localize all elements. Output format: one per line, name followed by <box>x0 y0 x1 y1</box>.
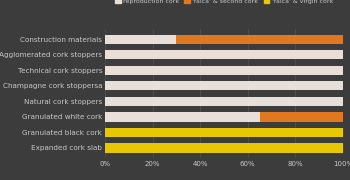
Bar <box>105 143 343 152</box>
Bar <box>105 97 343 106</box>
Bar <box>176 35 343 44</box>
Bar <box>105 81 343 91</box>
Bar <box>105 128 343 137</box>
Bar <box>105 112 260 122</box>
Bar <box>260 112 343 122</box>
Bar <box>105 66 343 75</box>
Legend: reproduction cork, 'falca' & second cork, 'falca' & virgin cork: reproduction cork, 'falca' & second cork… <box>113 0 335 6</box>
Bar <box>105 35 176 44</box>
Bar <box>105 50 343 60</box>
